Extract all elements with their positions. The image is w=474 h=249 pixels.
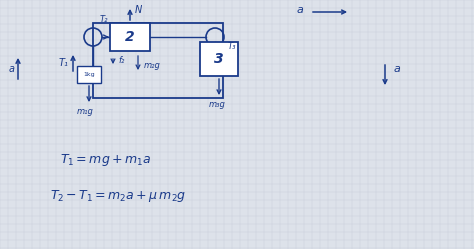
Text: T₃: T₃ (228, 42, 237, 51)
Text: T₂: T₂ (100, 14, 108, 23)
Bar (77, 66, 101, 83)
Bar (200, 42, 238, 76)
Text: a: a (9, 64, 15, 74)
Text: m₂g: m₂g (144, 61, 161, 69)
Text: 1kg: 1kg (83, 72, 95, 77)
Bar (110, 23, 150, 51)
Text: f₂: f₂ (118, 56, 124, 64)
Text: m₁g: m₁g (77, 107, 93, 116)
Bar (93, 23, 223, 98)
Text: $T_1 = mg+m_1a$: $T_1 = mg+m_1a$ (60, 152, 151, 168)
Text: 2: 2 (125, 30, 135, 44)
Text: a: a (296, 5, 303, 15)
Text: 3: 3 (214, 52, 224, 66)
Text: m₃g: m₃g (209, 100, 226, 109)
Text: T₁: T₁ (59, 58, 69, 68)
Text: N: N (134, 5, 142, 15)
Text: $T_2-T_1 = m_2a + \mu\,m_2g$: $T_2-T_1 = m_2a + \mu\,m_2g$ (50, 188, 186, 204)
Text: a: a (394, 64, 401, 74)
